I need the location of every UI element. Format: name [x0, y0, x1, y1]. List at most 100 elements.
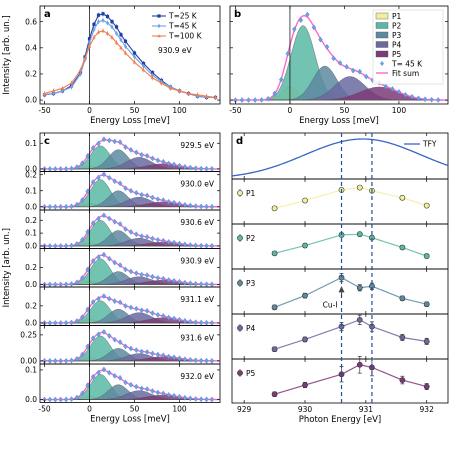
panel-c-exp-point [161, 237, 166, 244]
panel-c-exp-point [128, 268, 134, 275]
panel-c-ytick-label: 0.2 [25, 216, 37, 225]
panel-c-exp-point [69, 281, 74, 287]
panel-a-legend-marker [157, 23, 161, 29]
panel-a-letter: a [44, 9, 51, 20]
panel-c-exp-point [188, 356, 193, 363]
panel-a-ylabel: Intensity [arb. un.] [2, 15, 12, 94]
panel-c-exp-point [63, 166, 69, 172]
panel-c-exp-point [80, 390, 85, 397]
panel-c-exp-point [150, 273, 155, 280]
panel-c-exp-point [139, 271, 144, 278]
panel-c-exp-point [101, 329, 107, 335]
panel-b-legend-label: P2 [392, 21, 402, 30]
panel-c-exp-point [123, 303, 128, 309]
panel-c-ytick-label: 0.25 [20, 330, 37, 339]
panel-d-point [271, 205, 278, 212]
panel-d-legend-marker [237, 370, 243, 376]
panel-c-exp-point [96, 174, 101, 181]
panel-d-point [302, 292, 308, 299]
panel-b-exp-point [272, 90, 277, 97]
panel-c-exp-point [134, 190, 139, 196]
panel-c-ytick-label: 0.1 [25, 186, 37, 195]
panel-d-point [302, 336, 308, 343]
panel-c-exp-point [182, 318, 188, 324]
panel-c-exp-point [117, 262, 123, 268]
panel-c-exp-point [193, 242, 198, 249]
panel-b-exp-point [239, 97, 245, 103]
panel-c-subplot: 0.0 0.2 931.1 eV [25, 286, 221, 328]
panel-d-subplot: P5 929 930 931 932 [231, 355, 449, 414]
panel-c-exp-point [107, 295, 112, 302]
panel-a-point [92, 22, 96, 26]
panel-c-exp-point [193, 319, 198, 326]
panel-c-exp-point [139, 151, 144, 158]
panel-c-xtick-label: 0 [87, 405, 92, 414]
panel-c-exp-point [155, 196, 161, 203]
panel-c-exp-point [166, 392, 171, 398]
panel-b-exp-point [259, 97, 264, 103]
panel-c-energy-label: 931.1 eV [180, 295, 214, 304]
panel-a-point [204, 94, 209, 98]
panel-b-exp-point [364, 73, 369, 80]
panel-c-exp-point [198, 281, 204, 288]
panel-a-legend-marker [157, 14, 161, 18]
panel-a-point [96, 30, 101, 34]
panel-c-exp-point [69, 242, 74, 249]
panel-a-ytick-label: 0.4 [25, 43, 37, 52]
panel-b-exp-point [383, 83, 389, 90]
panel-c-exp-point [155, 389, 161, 396]
panel-c-exp-point [47, 243, 53, 249]
panel-a-point [51, 91, 56, 96]
panel-b-legend-swatch [375, 50, 389, 58]
panel-d-point [356, 184, 363, 191]
panel-b-legend-label: P3 [392, 31, 402, 40]
panel-b-exp-point [357, 68, 362, 75]
axes-frame [39, 363, 221, 403]
panel-c-exp-point [161, 275, 166, 282]
panel-a-point [150, 75, 155, 80]
panel-c-exp-point [128, 229, 134, 235]
panel-c-exp-point [58, 358, 63, 364]
panel-a-point [92, 27, 96, 32]
panel-c-exp-point [53, 281, 58, 288]
panel-a-point [51, 89, 56, 93]
panel-c-exp-point [53, 203, 58, 210]
panel-c-exp-point [166, 314, 171, 321]
panel-c-exp-point [139, 385, 144, 392]
panel-c-exp-point [53, 166, 58, 172]
panel-c-exp-point [198, 357, 204, 364]
panel-c-exp-point [193, 203, 198, 209]
panel-c-exp-point [166, 160, 171, 167]
panel-a-point [186, 91, 191, 95]
panel-c-exp-point [47, 358, 53, 364]
panel-c-exp-point [134, 231, 139, 238]
panel-d-point [399, 244, 406, 251]
panel-c-xtick-label: 50 [130, 405, 140, 414]
panel-c-exp-point [171, 161, 177, 168]
panel-c-exp-point [128, 345, 134, 352]
panel-c-exp-point [53, 396, 58, 403]
panel-c-exp-point [80, 314, 85, 320]
panel-d-point [271, 346, 278, 353]
panel-c-subplot: 0.0 0.1 929.5 eV [25, 132, 221, 174]
panel-a-point [42, 91, 47, 95]
panel-a-ytick-label: 0.2 [25, 70, 37, 79]
panel-d-legend-label: P3 [246, 279, 256, 288]
panel-b-exp-point [285, 50, 290, 57]
panel-c-exp-point [209, 281, 215, 288]
panel-c-exp-point [171, 315, 177, 322]
panel-c-ytick-label: 0.0 [25, 202, 37, 211]
axes-frame [39, 5, 221, 105]
panel-b-legend-label: P5 [392, 50, 402, 59]
panel-c-exp-point [101, 136, 107, 143]
panel-c-exp-point [80, 160, 85, 167]
panel-d-point [399, 295, 406, 302]
panel-c-exp-point [112, 218, 117, 225]
panel-c-ytick-label: 0.2 [25, 263, 37, 272]
panel-d-legend-marker [237, 325, 243, 331]
panel-c-exp-point [139, 233, 144, 240]
panel-b-exp-point [305, 11, 310, 18]
panel-c-subplot: 0.0 0.1 0.2 930.6 eV [25, 209, 221, 251]
panel-c-exp-point [139, 348, 144, 355]
